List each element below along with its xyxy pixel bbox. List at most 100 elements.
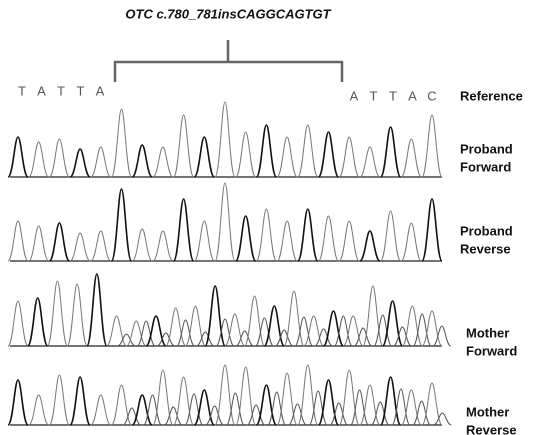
- trace-peak: [29, 142, 49, 177]
- trace-label: Forward: [466, 343, 517, 358]
- trace-label: Proband: [460, 141, 513, 156]
- trace-peak: [319, 216, 339, 261]
- trace-peak: [256, 125, 276, 177]
- trace-peak: [339, 221, 359, 261]
- trace-peak: [29, 226, 49, 261]
- trace-peak: [323, 311, 343, 346]
- trace-peak: [298, 365, 318, 425]
- trace-peak: [422, 311, 442, 346]
- reference-base: C: [427, 88, 436, 103]
- trace-peak: [87, 274, 107, 346]
- trace-peak: [107, 316, 127, 346]
- trace-peak: [153, 370, 173, 425]
- trace-peak: [70, 149, 90, 177]
- trace-peak-secondary: [288, 404, 306, 425]
- reference-base: A: [408, 88, 417, 103]
- trace-peak: [126, 321, 146, 346]
- insertion-bracket: [115, 40, 342, 82]
- trace-peak: [132, 145, 152, 177]
- trace-peak: [49, 139, 69, 177]
- trace-label: Reverse: [466, 422, 517, 435]
- reference-base: T: [18, 83, 26, 98]
- trace-peak: [112, 109, 132, 177]
- trace-peak: [360, 231, 380, 261]
- trace-peak-secondary: [433, 413, 451, 425]
- trace-peak: [8, 380, 28, 425]
- trace-peak: [91, 395, 111, 425]
- trace-label: Reverse: [460, 241, 511, 256]
- trace-peak: [339, 370, 359, 425]
- trace-peak-secondary: [330, 403, 348, 425]
- figure: OTC c.780_781insCAGGCAGTGT TATTAATTACRef…: [0, 0, 535, 435]
- trace-peak: [215, 183, 235, 261]
- trace-peak-secondary: [433, 326, 451, 346]
- trace-peak: [91, 147, 111, 177]
- trace-peak: [277, 221, 297, 261]
- trace-peak: [194, 137, 214, 177]
- trace-peak: [174, 377, 194, 425]
- trace-peak: [245, 296, 265, 346]
- figure-title: OTC c.780_781insCAGGCAGTGT: [125, 6, 331, 21]
- trace-peak-secondary: [196, 332, 214, 346]
- trace-peak: [236, 367, 256, 425]
- trace-peak: [8, 137, 28, 177]
- trace-label: Mother: [466, 325, 509, 340]
- reference-base: A: [37, 83, 46, 98]
- trace-peak: [363, 286, 383, 346]
- trace-peak: [381, 127, 401, 177]
- reference-base: T: [77, 83, 85, 98]
- trace-peak-secondary: [295, 317, 313, 346]
- trace-peak: [49, 375, 69, 425]
- trace-peak: [28, 298, 48, 346]
- reference-base: T: [389, 88, 397, 103]
- trace-peak: [146, 316, 166, 346]
- trace-peak: [381, 211, 401, 261]
- trace-peak: [304, 316, 324, 346]
- trace-peak-secondary: [354, 328, 372, 346]
- trace-peak: [205, 286, 225, 346]
- trace-peak: [153, 231, 173, 261]
- trace-peak: [8, 221, 28, 261]
- trace-peak: [132, 395, 152, 425]
- trace-peak: [277, 373, 297, 425]
- trace-peak-secondary: [117, 334, 135, 346]
- trace-peak: [70, 377, 90, 425]
- trace-peak: [298, 209, 318, 261]
- trace-peak: [236, 216, 256, 261]
- trace-peak: [194, 221, 214, 261]
- trace-peak: [153, 147, 173, 177]
- trace-peak: [215, 102, 235, 177]
- trace-peak: [298, 125, 318, 177]
- trace-peak-secondary: [157, 333, 175, 346]
- trace-peak: [29, 395, 49, 425]
- trace-peak: [360, 147, 380, 177]
- trace-peak: [401, 390, 421, 425]
- trace-peak: [319, 132, 339, 177]
- trace-peak: [215, 365, 235, 425]
- trace-peak: [401, 223, 421, 261]
- trace-peak: [343, 316, 363, 346]
- trace-peak: [70, 233, 90, 261]
- trace-peak: [401, 139, 421, 177]
- reference-base: T: [370, 88, 378, 103]
- trace-peak-secondary: [393, 327, 411, 346]
- trace-peak: [174, 199, 194, 261]
- trace-peak: [174, 115, 194, 177]
- trace-peak: [277, 137, 297, 177]
- trace-peak-secondary: [236, 331, 254, 346]
- trace-peak: [236, 132, 256, 177]
- trace-label: Forward: [460, 159, 511, 174]
- reference-label: Reference: [460, 88, 523, 103]
- trace-peak: [422, 199, 442, 261]
- trace-peak-secondary: [164, 407, 182, 425]
- trace-peak: [112, 385, 132, 425]
- trace-peak: [112, 189, 132, 261]
- reference-base: A: [96, 83, 105, 98]
- trace-peak: [91, 231, 111, 261]
- trace-peak: [47, 281, 67, 346]
- trace-label: Mother: [466, 404, 509, 419]
- trace-peak: [422, 115, 442, 177]
- trace-peak: [284, 291, 304, 346]
- reference-base: T: [57, 83, 65, 98]
- trace-peak-secondary: [315, 329, 333, 346]
